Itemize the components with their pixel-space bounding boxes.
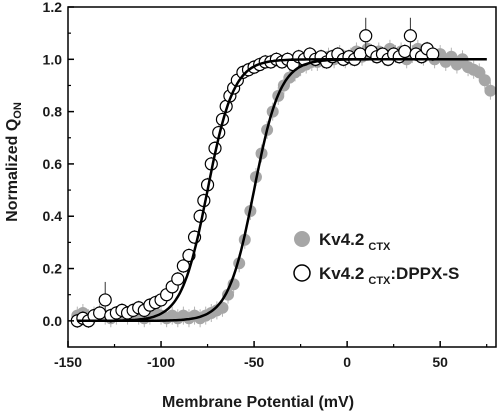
x-tick-label: -150 [54, 354, 82, 370]
y-tick-label: 0.6 [43, 156, 63, 172]
series-2-point [359, 29, 373, 43]
x-tick-label: -50 [244, 354, 264, 370]
series-2-point [403, 29, 417, 43]
legend-marker-open [293, 264, 311, 282]
legend-label-series-1: Kv4.2 CTX [319, 230, 391, 253]
legend-2-sub: CTX [368, 275, 391, 287]
series-2-point [398, 44, 412, 59]
legend: Kv4.2 CTX Kv4.2 CTX:DPPX-S [293, 230, 459, 287]
y-tick-label: 1.2 [43, 0, 63, 15]
y-tick-label: 0.8 [43, 104, 63, 120]
legend-label-series-2: Kv4.2 CTX:DPPX-S [319, 264, 459, 287]
legend-marker-filled [294, 231, 310, 247]
y-tick-label: 0.4 [43, 208, 63, 224]
legend-2-suffix: :DPPX-S [390, 264, 459, 283]
y-tick-label: 0.2 [43, 261, 63, 277]
y-axis-title: Normalized QON [4, 102, 24, 222]
x-axis-title: Membrane Potential (mV) [162, 394, 354, 411]
y-tick-label: 0.0 [43, 313, 63, 329]
legend-1-main: Kv4.2 [319, 230, 364, 249]
series-2-fit-line [77, 58, 487, 323]
y-axis-title-sub: ON [12, 102, 24, 119]
series-2-point [171, 272, 185, 286]
x-tick-label: -100 [147, 354, 175, 370]
plot-frame [67, 6, 497, 348]
series-1-point [484, 84, 497, 97]
x-tick-label: 0 [343, 354, 351, 370]
series-2-point [93, 306, 107, 320]
x-tick-label: 50 [432, 354, 448, 370]
chart-marks [70, 17, 497, 328]
series-1-point [478, 74, 491, 87]
legend-1-sub: CTX [368, 241, 391, 253]
y-axis-title-main: Normalized Q [4, 119, 21, 222]
series-2-point [98, 293, 112, 307]
legend-2-main: Kv4.2 [319, 264, 364, 283]
y-tick-label: 1.0 [43, 51, 63, 67]
axes: -150 -100 -50 0 50 0.0 0.2 0.4 0.6 0.8 1.0 1.2 [43, 0, 497, 370]
